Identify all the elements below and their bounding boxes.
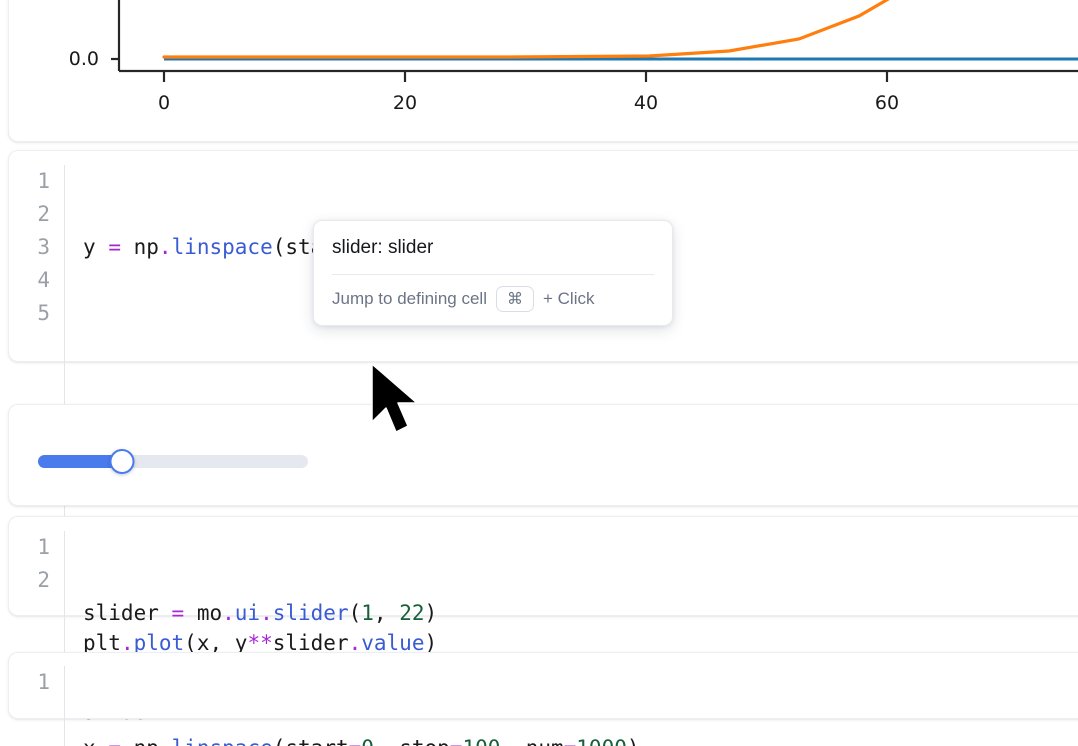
slider-widget[interactable] — [38, 449, 308, 474]
line-number: 5 — [37, 301, 50, 325]
code-editor-content[interactable]: x = np.linspace(start=0, stop=100, num=1… — [65, 666, 640, 746]
token-paren-close: ) — [627, 736, 640, 746]
token-number: 0 — [361, 736, 374, 746]
token-sep: , — [373, 601, 400, 625]
line-number: 1 — [37, 670, 50, 694]
command-key-icon: ⌘ — [495, 286, 534, 312]
x-tick-label-40: 40 — [633, 92, 659, 114]
token-sep: , — [374, 736, 399, 746]
token-variable-ref-x[interactable]: x — [196, 631, 210, 658]
x-tick-label-20: 20 — [392, 92, 418, 114]
token-function: linspace — [172, 736, 273, 746]
token-dot: . — [260, 601, 273, 625]
token-module: mo — [196, 601, 223, 625]
token-variable: x — [83, 736, 96, 746]
token-sep: , — [500, 736, 525, 746]
token-variable-ref-slider[interactable]: slider — [272, 631, 349, 658]
token-kwarg: start — [285, 736, 348, 746]
line-number: 3 — [37, 235, 50, 259]
token-paren-open: ( — [272, 235, 286, 259]
code-line-1: slider = mo.ui.slider(1, 22) — [83, 597, 437, 630]
token-kwarg: stop — [399, 736, 450, 746]
token-function: linspace — [171, 235, 273, 259]
slider-thumb[interactable] — [109, 449, 135, 474]
token-module: np — [133, 235, 159, 259]
token-dot: . — [120, 631, 134, 655]
token-module: plt — [83, 631, 121, 655]
token-namespace: ui — [234, 601, 261, 625]
line-number: 2 — [37, 568, 50, 592]
token-number: 1 — [361, 601, 374, 625]
slider-fill — [38, 455, 122, 468]
token-paren-close: ) — [424, 601, 438, 625]
plot-canvas — [111, 0, 1078, 82]
token-sep: , — [209, 631, 235, 655]
tooltip-hint-row: Jump to defining cell ⌘ + Click — [332, 286, 654, 312]
token-paren-open: ( — [348, 601, 362, 625]
line-number: 2 — [37, 202, 50, 226]
token-module: np — [134, 736, 159, 746]
token-assign: = — [564, 736, 577, 746]
token-variable: y — [83, 235, 96, 259]
token-variable-ref-y: y — [234, 631, 248, 655]
line-number: 4 — [37, 268, 50, 292]
token-paren-open: ( — [273, 736, 286, 746]
code-cell-slider-definition[interactable]: 1 2 slider = mo.ui.slider(1, 22) slider — [8, 516, 1078, 746]
token-dot: . — [159, 736, 172, 746]
code-cell-x-definition[interactable]: 1 x = np.linspace(start=0, stop=100, num… — [8, 652, 1078, 746]
line-number-gutter: 1 2 — [9, 531, 65, 746]
token-attribute-value: value — [361, 631, 425, 655]
tooltip-hint-label: Jump to defining cell — [332, 289, 487, 308]
variable-hover-tooltip: slider: slider Jump to defining cell ⌘ +… — [313, 220, 673, 326]
token-power-operator: ** — [247, 631, 273, 655]
line-number: 1 — [37, 169, 50, 193]
token-dot: . — [158, 235, 172, 259]
tooltip-title: slider: slider — [332, 237, 434, 258]
chart-output-cell: 0.0 0 20 40 60 — [8, 0, 1078, 142]
token-number: 100 — [462, 736, 500, 746]
code-line-5: plt.plot(x, y**slider.value) — [83, 627, 640, 660]
x-tick-label-0: 0 — [157, 92, 171, 114]
token-paren-close: ) — [424, 631, 438, 655]
series-line-orange — [162, 0, 890, 59]
token-dot: . — [348, 631, 362, 655]
line-number-gutter: 1 — [9, 666, 65, 746]
code-line-1: x = np.linspace(start=0, stop=100, num=1… — [83, 732, 640, 746]
token-kwarg: num — [526, 736, 564, 746]
tooltip-hint-suffix: + Click — [542, 289, 595, 308]
token-assign: = — [108, 235, 121, 259]
token-assign: = — [108, 736, 121, 746]
code-line-2 — [83, 330, 640, 363]
matplotlib-figure: 0.0 0 20 40 60 — [9, 0, 1078, 141]
line-number: 1 — [37, 535, 50, 559]
token-number: 22 — [399, 601, 425, 625]
x-tick-label-60: 60 — [874, 92, 900, 114]
token-function: slider — [272, 601, 349, 625]
slider-output-cell — [8, 404, 1078, 506]
token-number: 1000 — [576, 736, 627, 746]
token-assign: = — [171, 601, 185, 625]
token-assign: = — [450, 736, 463, 746]
token-paren-open: ( — [184, 631, 197, 655]
token-dot: . — [222, 601, 235, 625]
tooltip-divider — [332, 274, 654, 275]
token-variable: slider — [83, 601, 159, 625]
y-tick-label-0: 0.0 — [68, 48, 99, 70]
token-function: plot — [133, 631, 185, 655]
token-assign: = — [349, 736, 362, 746]
